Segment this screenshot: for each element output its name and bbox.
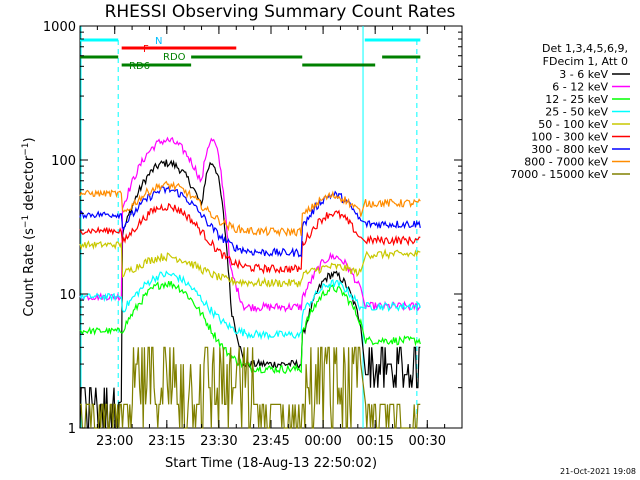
series-line-7	[79, 185, 421, 258]
legend-label-1: 3 - 6 keV	[559, 68, 608, 81]
series-line-8	[79, 180, 421, 238]
legend-header-line-2: FDecim 1, Att 0	[543, 55, 628, 68]
x-tick-label: 23:00	[96, 434, 133, 449]
series-layer	[79, 136, 421, 429]
x-tick-label: 00:15	[356, 434, 393, 449]
timestamp: 21-Oct-2021 19:08	[560, 467, 636, 476]
series-line-5	[79, 240, 421, 288]
flag-label-n: N	[155, 36, 162, 47]
series-line-2	[79, 136, 421, 313]
legend-header-line-1: Det 1,3,4,5,6,9,	[542, 42, 628, 55]
x-tick-label: 00:00	[304, 434, 341, 449]
legend-label-8: 800 - 7000 keV	[524, 156, 608, 169]
x-tick-label: 23:45	[252, 434, 289, 449]
flag-label-rd6: RD6	[129, 61, 150, 72]
x-tick-label: 23:15	[148, 434, 185, 449]
legend-label-2: 6 - 12 keV	[552, 81, 608, 94]
x-axis-ticks: 23:00 23:15 23:30 23:45 00:00 00:15 00:30	[79, 26, 446, 449]
series-line-1	[79, 159, 421, 429]
y-axis-title-end: )	[22, 137, 37, 142]
y-axis-title-sup1: −1	[21, 215, 31, 228]
series-line-6	[79, 202, 421, 275]
legend-label-7: 300 - 800 keV	[531, 143, 608, 156]
y-axis-ticks: 1 10 100 1000	[43, 20, 462, 437]
legend-label-6: 100 - 300 keV	[531, 131, 608, 144]
x-axis-title: Start Time (18-Aug-13 22:50:02)	[165, 456, 377, 471]
x-tick-label: 23:30	[200, 434, 237, 449]
y-tick-label: 1	[68, 422, 76, 437]
x-tick-label: 00:30	[409, 434, 446, 449]
chart-title: RHESSI Observing Summary Count Rates	[105, 2, 456, 22]
y-axis-title-mid: detector	[22, 155, 37, 215]
y-tick-label: 10	[59, 288, 76, 303]
series-line-4	[79, 270, 421, 341]
y-axis-title: Count Rate (s−1 detector−1)	[21, 137, 37, 316]
flags-layer: NF RDO RD6	[80, 26, 421, 428]
y-axis-title-main: Count Rate (s	[22, 228, 37, 317]
legend-label-3: 12 - 25 keV	[545, 93, 608, 106]
legend: Det 1,3,4,5,6,9, FDecim 1, Att 0 3 - 6 k…	[510, 42, 630, 181]
series-line-9	[80, 346, 421, 429]
y-tick-label: 100	[51, 154, 76, 169]
legend-label-4: 25 - 50 keV	[545, 106, 608, 119]
flag-label-rdo: RDO	[163, 52, 186, 63]
y-axis-title-sup2: −1	[21, 142, 31, 155]
y-tick-label: 1000	[43, 20, 76, 35]
legend-label-9: 7000 - 15000 keV	[510, 168, 608, 181]
flag-label-f: F	[143, 44, 149, 55]
legend-label-5: 50 - 100 keV	[538, 118, 608, 131]
